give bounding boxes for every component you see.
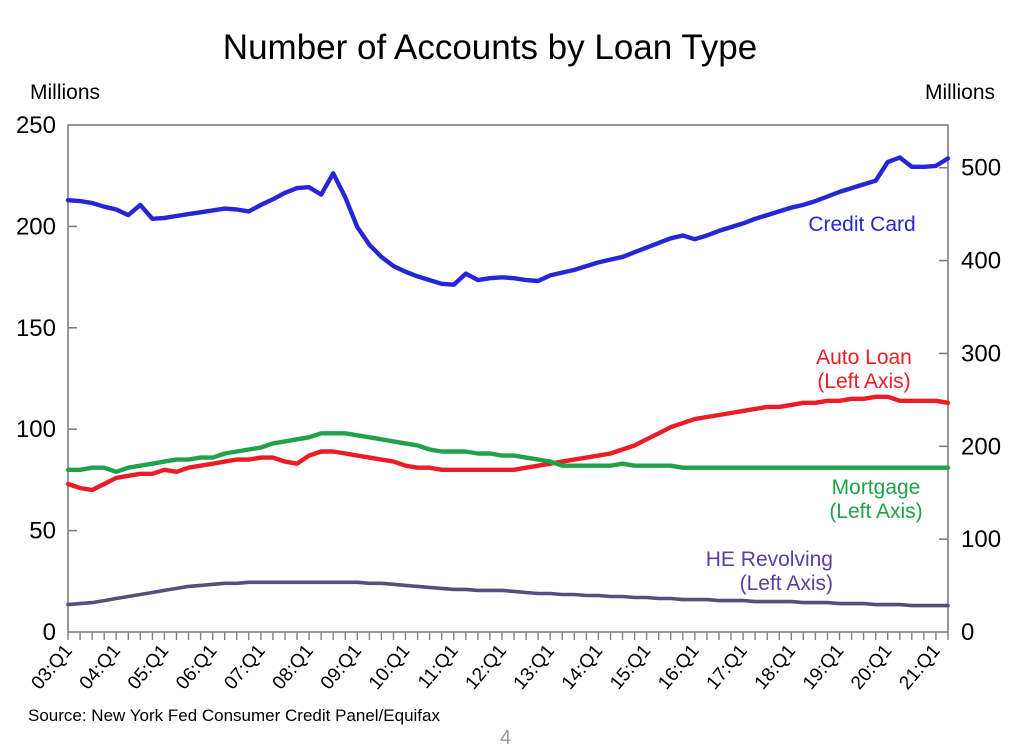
page-number: 4 — [500, 727, 512, 744]
x-axis-tick-label: 05:Q1 — [124, 641, 173, 694]
right-axis-tick-label: 200 — [961, 433, 1001, 460]
right-axis-unit-label: Millions — [925, 81, 996, 104]
left-axis-tick-label: 150 — [16, 315, 56, 342]
series-line-he-revolving — [66, 580, 950, 608]
series-label-auto-loan: Auto Loan — [816, 346, 912, 369]
series-label-auto-loan: (Left Axis) — [817, 370, 910, 393]
x-axis-tick-label: 21:Q1 — [895, 641, 944, 694]
x-axis-tick-label: 13:Q1 — [510, 641, 559, 694]
x-axis-tick-label: 06:Q1 — [172, 641, 221, 694]
x-axis-tick-label: 08:Q1 — [269, 641, 318, 694]
left-axis-tick-label: 250 — [16, 112, 56, 139]
x-axis-tick-label: 03:Q1 — [27, 641, 76, 694]
x-axis-tick-label: 17:Q1 — [703, 641, 752, 694]
right-axis-tick-label: 500 — [961, 155, 1001, 182]
right-axis-tick-label: 100 — [961, 526, 1001, 553]
series-label-he-revolving: HE Revolving — [706, 548, 833, 571]
right-axis-tick-label: 0 — [961, 619, 974, 646]
left-axis-tick-label: 50 — [29, 518, 56, 545]
x-axis-tick-label: 19:Q1 — [799, 641, 848, 694]
x-axis-tick-label: 09:Q1 — [317, 641, 366, 694]
right-axis-tick-label: 300 — [961, 340, 1001, 367]
series-label-mortgage: (Left Axis) — [829, 500, 922, 523]
x-axis-tick-label: 10:Q1 — [365, 641, 414, 694]
series-label-he-revolving: (Left Axis) — [740, 572, 833, 595]
source-note: Source: New York Fed Consumer Credit Pan… — [28, 706, 440, 725]
series-line-auto-loan — [65, 394, 951, 493]
series-line-mortgage — [65, 431, 951, 474]
left-axis-tick-label: 0 — [43, 619, 56, 646]
x-axis-tick-label: 15:Q1 — [606, 641, 655, 694]
x-axis-tick-label: 20:Q1 — [847, 641, 896, 694]
series-line-credit-card — [65, 155, 951, 287]
x-axis-tick-label: 12:Q1 — [461, 641, 510, 694]
left-axis-unit-label: Millions — [30, 81, 101, 104]
series-label-credit-card: Credit Card — [808, 213, 915, 236]
left-axis-tick-label: 200 — [16, 213, 56, 240]
chart-title: Number of Accounts by Loan Type — [222, 28, 758, 67]
x-axis-tick-label: 04:Q1 — [76, 641, 125, 694]
right-axis-tick-label: 400 — [961, 248, 1001, 275]
left-axis-tick-label: 100 — [16, 416, 56, 443]
x-axis-tick-label: 11:Q1 — [414, 641, 462, 693]
x-axis-tick-label: 18:Q1 — [751, 641, 800, 694]
x-axis-tick-label: 14:Q1 — [558, 641, 607, 694]
plot-border — [67, 124, 949, 633]
series-label-mortgage: Mortgage — [832, 476, 921, 499]
x-axis-tick-label: 07:Q1 — [220, 641, 269, 694]
x-axis-tick-label: 16:Q1 — [654, 641, 703, 694]
